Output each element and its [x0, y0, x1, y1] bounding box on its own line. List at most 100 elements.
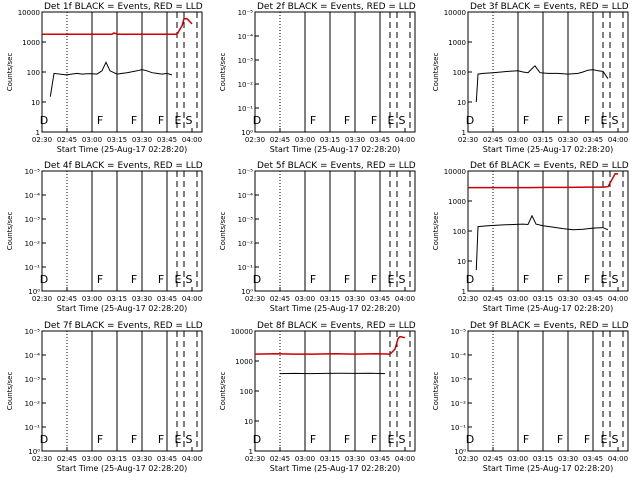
y-tick-label: 10⁻³	[25, 216, 41, 224]
x-axis-label: Start Time (25-Aug-17 02:28:20)	[483, 145, 614, 154]
y-tick-label: 10⁻¹	[25, 264, 41, 272]
x-tick-label: 03:15	[107, 295, 127, 303]
x-axis-label: Start Time (25-Aug-17 02:28:20)	[270, 464, 401, 473]
y-tick-label: 1000	[448, 198, 466, 206]
x-tick-label: 03:15	[107, 455, 127, 463]
y-tick-label: 10	[457, 258, 466, 266]
y-tick-label: 1	[462, 129, 466, 137]
event-marker-s: S	[612, 114, 619, 127]
event-marker-f: F	[523, 114, 529, 127]
series-lld-line	[42, 17, 193, 36]
event-marker-f: F	[371, 114, 377, 127]
x-tick-label: 02:45	[57, 455, 77, 463]
axes-frame	[254, 170, 416, 292]
x-tick-label: 03:15	[320, 136, 340, 144]
event-marker-f: F	[523, 273, 529, 286]
event-marker-f: F	[131, 273, 137, 286]
panel-det-3: Det 3f BLACK = Events, RED = LLD 1 10 100 10…	[432, 2, 629, 154]
y-tick-label: 10⁰	[28, 288, 40, 296]
x-tick-label: 03:15	[107, 136, 127, 144]
event-marker-f: F	[97, 273, 103, 286]
y-tick-label: 10⁻⁴	[451, 352, 467, 360]
event-marker-f: F	[131, 114, 137, 127]
x-tick-label: 03:30	[132, 455, 152, 463]
y-tick-label: 1000	[235, 358, 253, 366]
event-marker-d: D	[253, 114, 261, 127]
x-tick-label: 02:30	[32, 455, 52, 463]
y-tick-label: 10⁻³	[451, 376, 467, 384]
event-marker-s: S	[399, 114, 406, 127]
y-tick-label: 1	[249, 448, 253, 456]
event-marker-s: S	[186, 273, 193, 286]
y-tick-label: 10⁻⁴	[25, 352, 41, 360]
x-tick-label: 03:15	[533, 136, 553, 144]
event-marker-f: F	[557, 114, 563, 127]
y-axis-label: Counts/sec	[432, 212, 440, 251]
event-marker-e: E	[175, 273, 182, 286]
x-axis-label: Start Time (25-Aug-17 02:28:20)	[270, 304, 401, 313]
event-marker-d: D	[466, 114, 474, 127]
y-tick-label: 10⁻¹	[451, 424, 467, 432]
y-tick-label: 10	[244, 418, 253, 426]
event-marker-f: F	[584, 273, 590, 286]
y-tick-label: 10⁻⁴	[238, 33, 254, 41]
event-marker-s: S	[399, 273, 406, 286]
y-tick-label: 10	[31, 99, 40, 107]
event-marker-s: S	[612, 433, 619, 446]
event-marker-f: F	[131, 433, 137, 446]
x-tick-label: 03:30	[132, 136, 152, 144]
series-events-line	[49, 61, 173, 97]
x-tick-label: 03:00	[508, 136, 528, 144]
event-marker-f: F	[97, 114, 103, 127]
panel-title: Det 3f BLACK = Events, RED = LLD	[470, 2, 629, 12]
y-axis-label: Counts/sec	[6, 53, 14, 92]
event-marker-f: F	[310, 433, 316, 446]
x-tick-label: 02:45	[270, 455, 290, 463]
x-tick-label: 02:45	[57, 295, 77, 303]
event-marker-f: F	[310, 114, 316, 127]
event-marker-e: E	[175, 433, 182, 446]
x-tick-label: 03:15	[533, 295, 553, 303]
x-tick-label: 02:30	[32, 295, 52, 303]
panel-det-7: Det 7f BLACK = Events, RED = LLD 10⁰ 10⁻¹ 1…	[6, 321, 203, 473]
x-tick-label: 02:30	[32, 136, 52, 144]
y-tick-label: 10⁻²	[25, 400, 41, 408]
x-tick-label: 04:00	[608, 136, 628, 144]
x-tick-label: 02:30	[458, 455, 478, 463]
panel-title: Det 2f BLACK = Events, RED = LLD	[257, 2, 416, 12]
y-axis-label: Counts/sec	[432, 372, 440, 411]
x-tick-label: 03:00	[295, 295, 315, 303]
x-tick-label: 04:00	[608, 295, 628, 303]
panel-det-1: Det 1f BLACK = Events, RED = LLD 1 10 100 10…	[6, 2, 203, 154]
x-tick-label: 02:30	[458, 136, 478, 144]
y-tick-label: 1000	[448, 39, 466, 47]
y-tick-label: 10⁻¹	[238, 264, 254, 272]
event-marker-e: E	[388, 114, 395, 127]
y-tick-label: 10⁻³	[238, 216, 254, 224]
event-marker-f: F	[371, 433, 377, 446]
event-marker-f: F	[557, 433, 563, 446]
y-tick-label: 10⁻³	[25, 376, 41, 384]
series-events-line	[475, 65, 609, 103]
x-tick-label: 03:45	[370, 295, 390, 303]
event-marker-e: E	[175, 114, 182, 127]
x-axis-label: Start Time (25-Aug-17 02:28:20)	[270, 145, 401, 154]
x-tick-label: 02:45	[270, 295, 290, 303]
x-axis-label: Start Time (25-Aug-17 02:28:20)	[483, 304, 614, 313]
event-marker-d: D	[466, 433, 474, 446]
y-tick-label: 100	[453, 69, 466, 77]
event-marker-d: D	[40, 433, 48, 446]
y-tick-label: 1	[36, 129, 40, 137]
x-axis-label: Start Time (25-Aug-17 02:28:20)	[57, 304, 188, 313]
y-tick-label: 10⁰	[241, 288, 253, 296]
y-tick-label: 10⁻⁵	[238, 168, 254, 176]
event-marker-f: F	[97, 433, 103, 446]
y-tick-label: 10⁻¹	[238, 105, 254, 113]
event-marker-f: F	[344, 433, 350, 446]
y-tick-label: 10⁻¹	[25, 424, 41, 432]
y-tick-label: 1	[462, 288, 466, 296]
panel-det-8: Det 8f BLACK = Events, RED = LLD 1 10 100 10…	[219, 321, 416, 473]
x-tick-label: 04:00	[182, 136, 202, 144]
event-marker-f: F	[584, 433, 590, 446]
